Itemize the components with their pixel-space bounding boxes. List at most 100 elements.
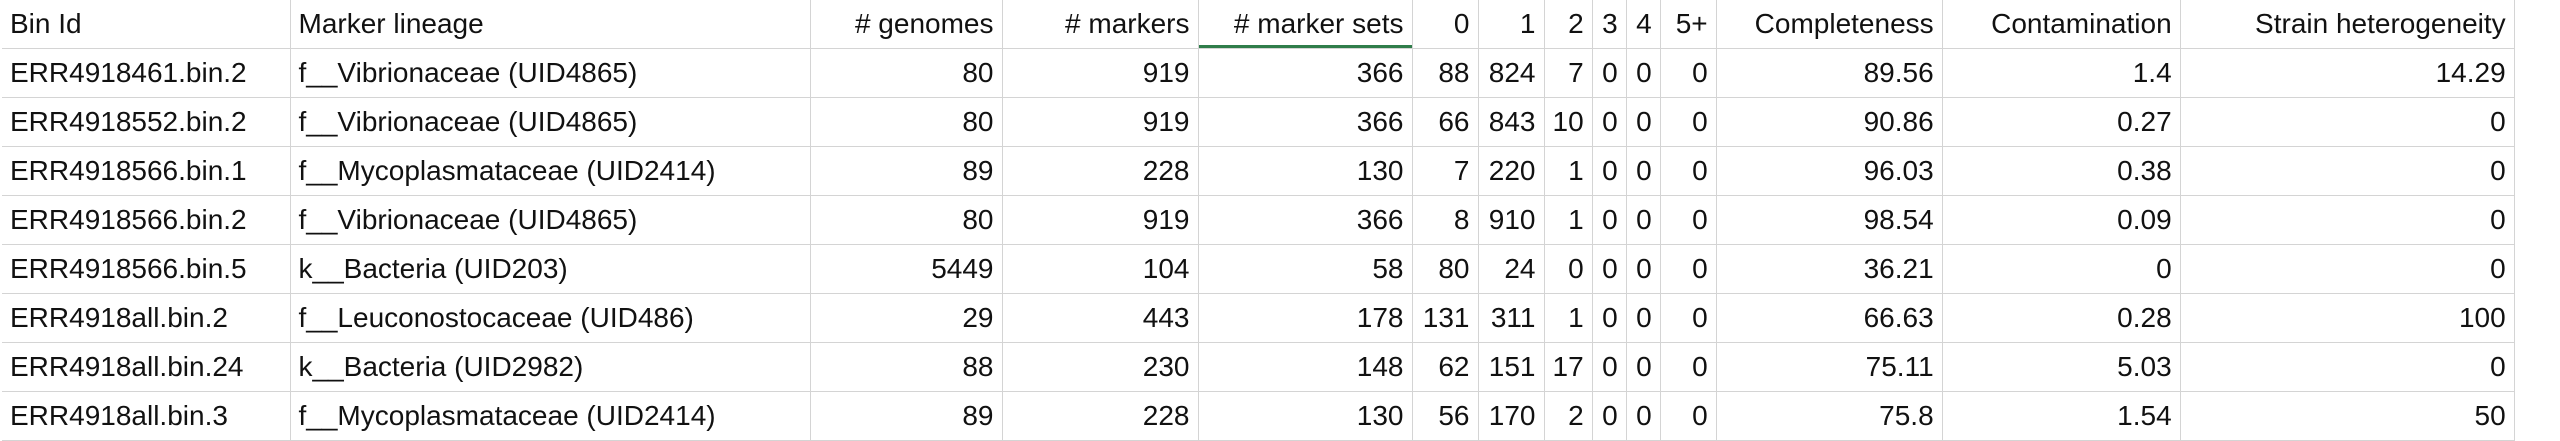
table-cell[interactable]: 148 <box>1198 342 1413 392</box>
table-cell[interactable]: 0 <box>1592 244 1627 294</box>
table-cell[interactable]: 0 <box>1660 244 1717 294</box>
table-cell[interactable]: 230 <box>1002 342 1199 392</box>
table-cell[interactable]: 0 <box>1660 293 1717 343</box>
table-cell[interactable]: 0 <box>1592 97 1627 147</box>
table-cell[interactable]: 311 <box>1478 293 1545 343</box>
table-cell[interactable]: 75.8 <box>1716 391 1943 441</box>
table-cell[interactable]: f__Leuconostocaceae (UID486) <box>290 293 811 343</box>
table-cell[interactable]: ERR4918461.bin.2 <box>2 48 291 98</box>
table-cell[interactable]: 0 <box>1626 48 1661 98</box>
table-cell[interactable]: 29 <box>810 293 1003 343</box>
table-cell[interactable]: 151 <box>1478 342 1545 392</box>
table-cell[interactable]: 5449 <box>810 244 1003 294</box>
table-cell[interactable]: 0.09 <box>1942 195 2181 245</box>
table-cell[interactable]: ERR4918566.bin.1 <box>2 146 291 196</box>
table-cell[interactable]: 0 <box>2180 146 2515 196</box>
table-cell[interactable]: 0 <box>1660 342 1717 392</box>
table-cell[interactable]: 89 <box>810 391 1003 441</box>
column-header-9[interactable]: 4 <box>1626 0 1661 49</box>
table-cell[interactable]: 0 <box>1544 244 1593 294</box>
table-cell[interactable]: 366 <box>1198 195 1413 245</box>
table-cell[interactable]: 0 <box>1592 342 1627 392</box>
table-cell[interactable]: 0 <box>1626 293 1661 343</box>
table-cell[interactable]: 0 <box>1660 391 1717 441</box>
column-header-0[interactable]: Bin Id <box>2 0 291 49</box>
table-cell[interactable]: 228 <box>1002 146 1199 196</box>
table-cell[interactable]: ERR4918566.bin.2 <box>2 195 291 245</box>
table-cell[interactable]: f__Vibrionaceae (UID4865) <box>290 97 811 147</box>
table-cell[interactable]: 2 <box>1544 391 1593 441</box>
table-cell[interactable]: 50 <box>2180 391 2515 441</box>
table-cell[interactable]: 0 <box>1626 97 1661 147</box>
table-cell[interactable]: 919 <box>1002 48 1199 98</box>
table-cell[interactable]: 0 <box>1660 195 1717 245</box>
table-cell[interactable]: 919 <box>1002 195 1199 245</box>
table-cell[interactable]: 96.03 <box>1716 146 1943 196</box>
table-cell[interactable]: 8 <box>1412 195 1479 245</box>
table-cell[interactable]: 0 <box>1660 48 1717 98</box>
table-cell[interactable]: 0.38 <box>1942 146 2181 196</box>
table-cell[interactable]: 7 <box>1544 48 1593 98</box>
table-cell[interactable]: 170 <box>1478 391 1545 441</box>
table-cell[interactable]: 1 <box>1544 195 1593 245</box>
table-cell[interactable]: 58 <box>1198 244 1413 294</box>
table-cell[interactable]: 80 <box>810 97 1003 147</box>
table-cell[interactable]: 0 <box>1592 293 1627 343</box>
table-cell[interactable]: 824 <box>1478 48 1545 98</box>
column-header-4[interactable]: # marker sets <box>1198 0 1413 49</box>
table-cell[interactable]: 24 <box>1478 244 1545 294</box>
table-cell[interactable]: 130 <box>1198 391 1413 441</box>
table-cell[interactable]: 910 <box>1478 195 1545 245</box>
column-header-2[interactable]: # genomes <box>810 0 1003 49</box>
table-cell[interactable]: f__Mycoplasmataceae (UID2414) <box>290 146 811 196</box>
table-cell[interactable]: k__Bacteria (UID203) <box>290 244 811 294</box>
table-cell[interactable]: 98.54 <box>1716 195 1943 245</box>
table-cell[interactable]: 1 <box>1544 146 1593 196</box>
table-cell[interactable]: 0 <box>1626 244 1661 294</box>
table-cell[interactable]: 62 <box>1412 342 1479 392</box>
table-cell[interactable]: 1.54 <box>1942 391 2181 441</box>
table-cell[interactable]: 0 <box>1592 195 1627 245</box>
table-cell[interactable]: 220 <box>1478 146 1545 196</box>
table-cell[interactable]: 88 <box>810 342 1003 392</box>
table-cell[interactable]: ERR4918all.bin.3 <box>2 391 291 441</box>
table-cell[interactable]: 104 <box>1002 244 1199 294</box>
table-cell[interactable]: 56 <box>1412 391 1479 441</box>
table-cell[interactable]: 0.27 <box>1942 97 2181 147</box>
column-header-7[interactable]: 2 <box>1544 0 1593 49</box>
table-cell[interactable]: f__Vibrionaceae (UID4865) <box>290 195 811 245</box>
table-cell[interactable]: 88 <box>1412 48 1479 98</box>
table-cell[interactable]: ERR4918all.bin.24 <box>2 342 291 392</box>
table-cell[interactable]: 1.4 <box>1942 48 2181 98</box>
table-cell[interactable]: ERR4918all.bin.2 <box>2 293 291 343</box>
table-cell[interactable]: 443 <box>1002 293 1199 343</box>
table-cell[interactable]: 14.29 <box>2180 48 2515 98</box>
table-cell[interactable]: 0 <box>1626 195 1661 245</box>
table-cell[interactable]: 75.11 <box>1716 342 1943 392</box>
table-cell[interactable]: f__Mycoplasmataceae (UID2414) <box>290 391 811 441</box>
table-cell[interactable]: 178 <box>1198 293 1413 343</box>
table-cell[interactable]: 0 <box>1660 146 1717 196</box>
table-cell[interactable]: 0 <box>2180 97 2515 147</box>
table-cell[interactable]: 66 <box>1412 97 1479 147</box>
table-cell[interactable]: 80 <box>810 195 1003 245</box>
column-header-1[interactable]: Marker lineage <box>290 0 811 49</box>
table-cell[interactable]: 1 <box>1544 293 1593 343</box>
column-header-3[interactable]: # markers <box>1002 0 1199 49</box>
column-header-10[interactable]: 5+ <box>1660 0 1717 49</box>
table-cell[interactable]: 366 <box>1198 97 1413 147</box>
table-cell[interactable]: 0 <box>1660 97 1717 147</box>
table-cell[interactable]: 89 <box>810 146 1003 196</box>
table-cell[interactable]: 0 <box>1626 146 1661 196</box>
column-header-6[interactable]: 1 <box>1478 0 1545 49</box>
column-header-12[interactable]: Contamination <box>1942 0 2181 49</box>
table-cell[interactable]: 366 <box>1198 48 1413 98</box>
table-cell[interactable]: f__Vibrionaceae (UID4865) <box>290 48 811 98</box>
table-cell[interactable]: 130 <box>1198 146 1413 196</box>
table-cell[interactable]: 100 <box>2180 293 2515 343</box>
table-cell[interactable]: 0.28 <box>1942 293 2181 343</box>
table-cell[interactable]: 0 <box>2180 195 2515 245</box>
table-cell[interactable]: 919 <box>1002 97 1199 147</box>
table-cell[interactable]: 0 <box>1626 342 1661 392</box>
